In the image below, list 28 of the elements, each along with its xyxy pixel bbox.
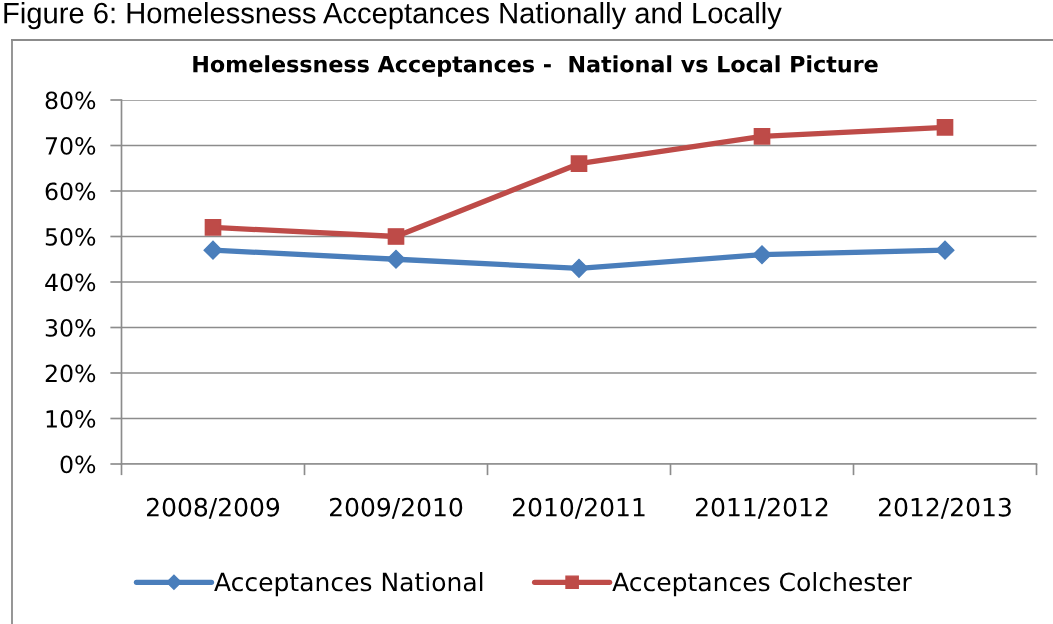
point	[203, 240, 223, 260]
point	[569, 258, 589, 278]
y-tick-label: 60%	[45, 182, 96, 201]
y-tick-label: 40%	[45, 273, 96, 292]
legend-label: Acceptances Colchester	[612, 572, 912, 597]
x-tick-label: 2008/2009	[147, 497, 280, 519]
legend-label: Acceptances National	[214, 572, 483, 597]
point	[204, 219, 222, 236]
point	[386, 249, 406, 269]
y-tick-label: 30%	[45, 318, 96, 337]
point	[752, 245, 772, 265]
chart-title: Homelessness Acceptances - National vs Local Picture	[193, 55, 878, 77]
x-tick-label: 2011/2012	[696, 497, 828, 519]
y-tick-label: 0%	[60, 455, 96, 474]
x-tick-label: 2009/2010	[330, 497, 463, 519]
y-tick-label: 10%	[46, 409, 96, 428]
point	[936, 118, 954, 136]
y-tick-label: 20%	[45, 364, 96, 383]
point	[753, 128, 771, 145]
x-tick-label: 2010/2011	[513, 497, 645, 519]
x-tick-label: 2012/2013	[879, 497, 1011, 519]
y-tick-label: 80%	[45, 91, 96, 110]
point	[935, 240, 955, 260]
point	[387, 228, 405, 245]
point	[570, 155, 588, 173]
caption: Figure 6: Homelessness Acceptances Nationally and Locally	[4, 2, 782, 30]
y-tick-label: 50%	[45, 227, 96, 246]
y-tick-label: 70%	[45, 136, 96, 155]
